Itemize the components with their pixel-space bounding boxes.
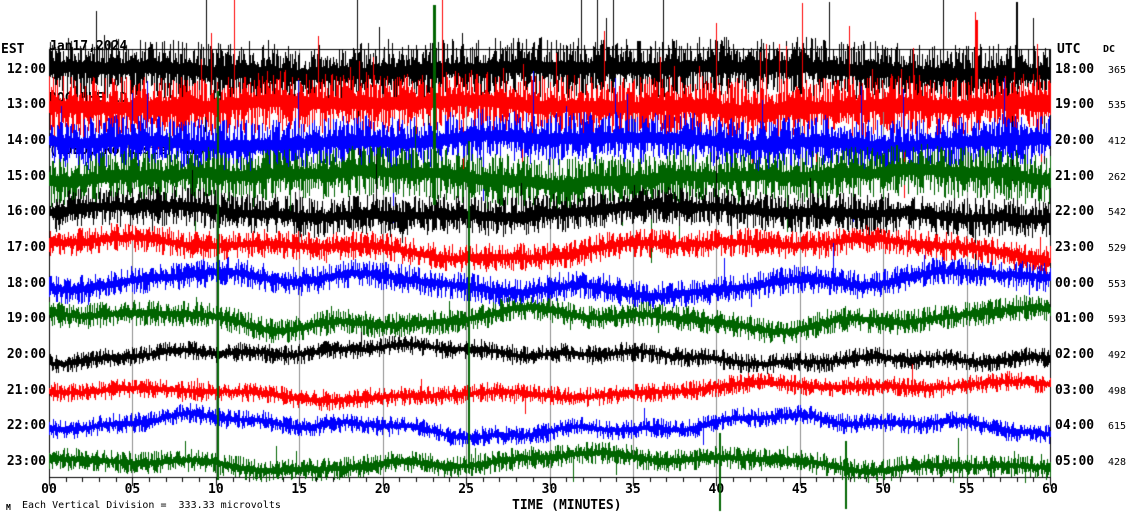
seismogram-trace-canvas: [0, 0, 1130, 519]
helicorder-page: Jan17,2024 ROC HHE LD -- (LDEO, Rocheste…: [0, 0, 1130, 519]
